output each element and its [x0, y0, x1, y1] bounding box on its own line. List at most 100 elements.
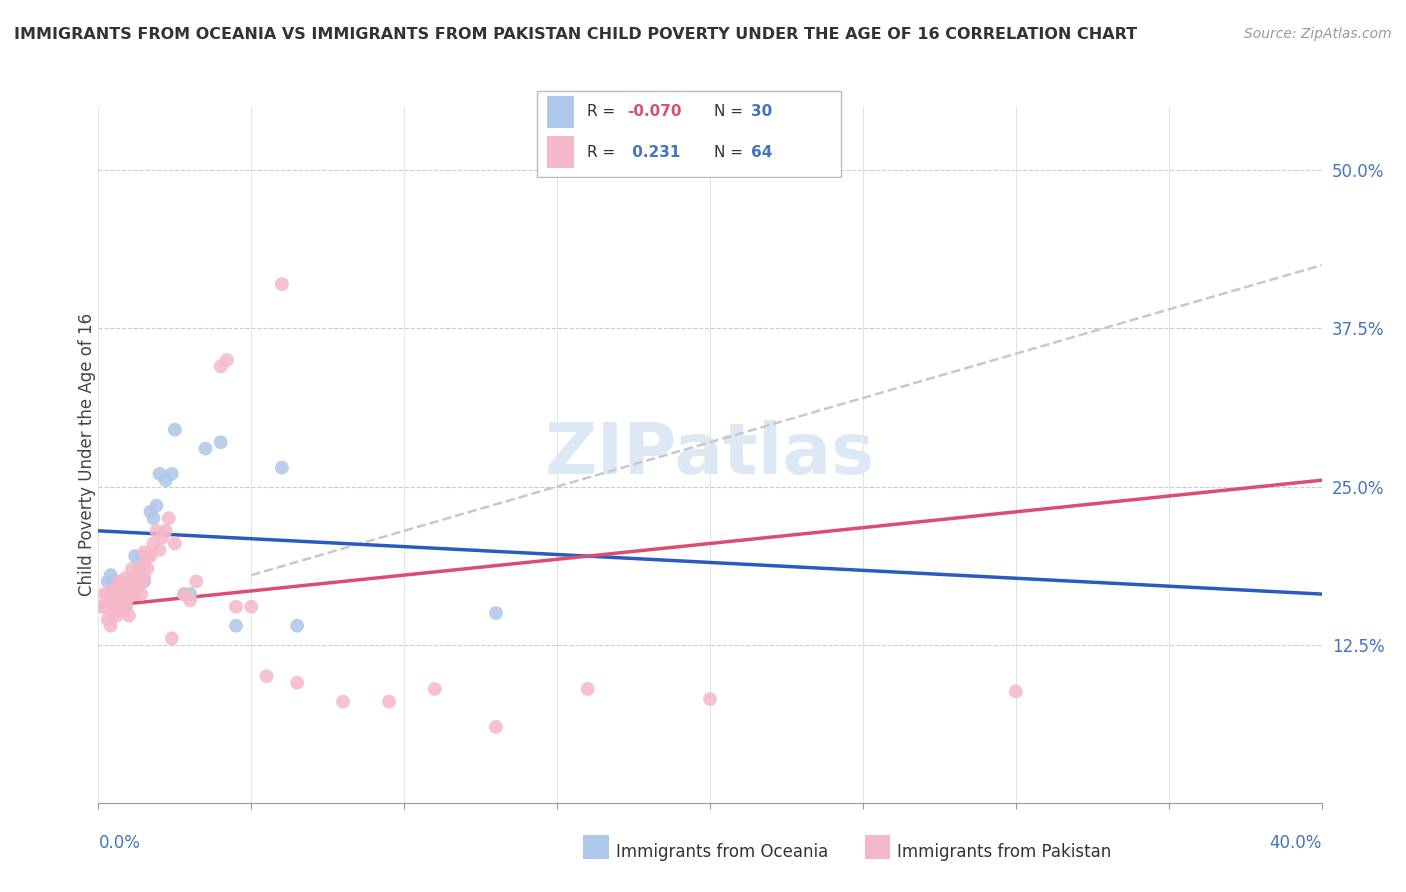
- Point: [108, 587, 131, 601]
- Point: [124, 587, 146, 601]
- Point: [118, 608, 141, 623]
- Point: [127, 562, 149, 576]
- Point: [134, 558, 156, 572]
- Point: [134, 574, 156, 589]
- Point: [121, 574, 143, 589]
- Point: [142, 511, 165, 525]
- Point: [332, 695, 354, 709]
- Text: Immigrants from Pakistan: Immigrants from Pakistan: [897, 843, 1111, 861]
- Point: [179, 593, 201, 607]
- Text: ZIPatlas: ZIPatlas: [546, 420, 875, 490]
- Bar: [547, 136, 575, 168]
- Text: N =: N =: [714, 145, 748, 160]
- Text: 64: 64: [751, 145, 772, 160]
- Point: [103, 599, 125, 614]
- Point: [139, 549, 162, 563]
- Point: [103, 583, 125, 598]
- Point: [157, 511, 180, 525]
- Point: [105, 608, 128, 623]
- Point: [485, 606, 508, 620]
- Text: Immigrants from Oceania: Immigrants from Oceania: [616, 843, 828, 861]
- Point: [215, 353, 238, 368]
- Point: [124, 574, 146, 589]
- Point: [225, 618, 247, 632]
- Point: [103, 596, 125, 610]
- Text: R =: R =: [586, 104, 620, 120]
- Y-axis label: Child Poverty Under the Age of 16: Child Poverty Under the Age of 16: [79, 313, 96, 597]
- Point: [105, 581, 128, 595]
- Point: [285, 618, 308, 632]
- Point: [240, 599, 263, 614]
- Point: [149, 467, 172, 481]
- Point: [209, 435, 232, 450]
- Point: [108, 599, 131, 614]
- Point: [378, 695, 401, 709]
- Point: [270, 277, 292, 292]
- Text: Source: ZipAtlas.com: Source: ZipAtlas.com: [1244, 27, 1392, 41]
- Point: [105, 593, 128, 607]
- Point: [111, 591, 134, 605]
- Point: [136, 562, 159, 576]
- Point: [173, 587, 195, 601]
- Point: [118, 587, 141, 601]
- Point: [1004, 684, 1026, 698]
- Point: [115, 571, 138, 585]
- Point: [100, 618, 122, 632]
- Point: [160, 467, 183, 481]
- Point: [108, 574, 131, 589]
- Point: [163, 423, 186, 437]
- Text: 0.231: 0.231: [627, 145, 681, 160]
- Point: [256, 669, 278, 683]
- Point: [194, 442, 217, 456]
- Point: [111, 603, 134, 617]
- Point: [111, 587, 134, 601]
- Text: R =: R =: [586, 145, 620, 160]
- Point: [100, 568, 122, 582]
- Point: [108, 599, 131, 614]
- Point: [129, 549, 152, 563]
- Point: [93, 599, 115, 614]
- Point: [160, 632, 183, 646]
- Text: 40.0%: 40.0%: [1270, 834, 1322, 852]
- Bar: [547, 96, 575, 128]
- Point: [121, 587, 143, 601]
- Point: [485, 720, 508, 734]
- Point: [97, 612, 120, 626]
- Point: [129, 587, 152, 601]
- FancyBboxPatch shape: [537, 91, 841, 177]
- Point: [121, 562, 143, 576]
- Point: [127, 568, 149, 582]
- Point: [173, 587, 195, 601]
- Point: [97, 574, 120, 589]
- Point: [209, 359, 232, 374]
- Point: [97, 599, 120, 614]
- Point: [145, 524, 167, 538]
- Point: [285, 675, 308, 690]
- Point: [105, 581, 128, 595]
- Point: [100, 599, 122, 614]
- Point: [118, 574, 141, 589]
- Point: [134, 545, 156, 559]
- Point: [155, 524, 177, 538]
- Point: [115, 583, 138, 598]
- Point: [136, 549, 159, 563]
- Point: [142, 536, 165, 550]
- Point: [129, 574, 152, 589]
- Point: [270, 460, 292, 475]
- Point: [115, 596, 138, 610]
- Point: [93, 587, 115, 601]
- Text: IMMIGRANTS FROM OCEANIA VS IMMIGRANTS FROM PAKISTAN CHILD POVERTY UNDER THE AGE : IMMIGRANTS FROM OCEANIA VS IMMIGRANTS FR…: [14, 27, 1137, 42]
- Point: [186, 574, 208, 589]
- Point: [97, 587, 120, 601]
- Point: [90, 599, 112, 614]
- Point: [145, 499, 167, 513]
- Text: 30: 30: [751, 104, 772, 120]
- Point: [149, 542, 172, 557]
- Point: [115, 599, 138, 614]
- Point: [103, 574, 125, 589]
- Text: 0.0%: 0.0%: [98, 834, 141, 852]
- Point: [163, 536, 186, 550]
- Point: [225, 599, 247, 614]
- Point: [576, 681, 599, 696]
- Point: [152, 530, 174, 544]
